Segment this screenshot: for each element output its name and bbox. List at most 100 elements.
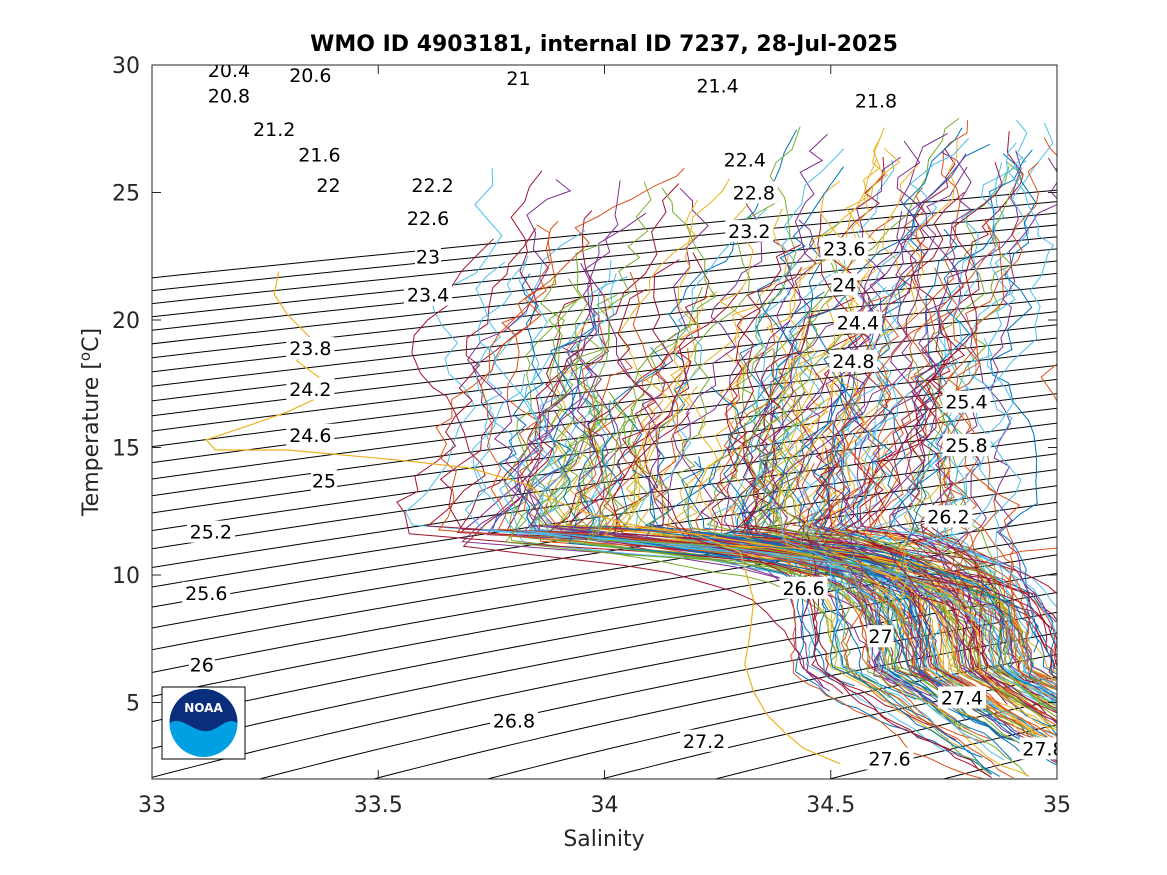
density-contour [259,611,1057,779]
contour-label: 27.8 [1022,738,1064,760]
contour-label: 23.8 [289,338,331,360]
y-tick-label: 10 [112,564,140,589]
density-contour [152,298,1057,402]
profile-line [892,400,1057,706]
profile-line [550,310,968,721]
profile-line [800,211,917,689]
contour-label-bg [720,148,769,171]
contour-label: 26 [190,654,214,676]
density-contour [373,632,1057,779]
density-contour [152,248,1057,345]
profile-line [920,325,1057,714]
contour-label-bg [182,581,231,604]
contour-label: 22.8 [733,183,775,205]
contour-label: 23.2 [728,221,770,243]
contour-label-bg [286,65,335,87]
profile-line [907,312,1057,692]
contour-label: 25.4 [945,392,987,414]
profile-line [632,342,1057,691]
contour-label-bg [295,143,344,166]
contour-label: 27.6 [868,749,910,771]
highlight-line [205,271,841,765]
contour-label-bg [505,66,532,89]
noaa-logo: NOAA [161,686,246,760]
profile-line [844,161,1003,662]
contour-label-bg [729,181,778,204]
contour-label-bg [1019,737,1057,760]
profile-line [568,181,1011,636]
profile-line [743,191,1057,595]
contour-label-bg [404,207,453,229]
profile-line [607,385,1057,746]
y-tick-label: 5 [126,692,140,717]
contour-label: 24.4 [837,313,879,335]
contour-label-bg [250,117,299,140]
density-contour [152,468,1057,608]
contour-label: 27.4 [941,687,983,709]
contour-label: 20.6 [289,65,331,87]
profile-line [589,461,1057,704]
contour-label: 22.2 [411,175,453,197]
profile-line [867,142,1057,647]
contour-label: 24.2 [289,379,331,401]
profile-line [676,180,903,660]
contour-label-bg [315,173,342,196]
profile-line [912,166,1010,656]
density-contour [152,189,1057,279]
profile-line [634,411,992,779]
profile-line [804,138,970,636]
profile-line [584,180,977,675]
density-contour [152,201,1057,292]
y-tick-label: 15 [112,437,140,462]
profile-line [743,220,871,683]
profile-line [818,156,993,652]
density-contour [152,337,1057,448]
density-contour [152,260,1057,359]
contour-label-bg [204,84,253,107]
contour-label: 20.4 [208,60,250,82]
contour-label: 24 [832,274,856,296]
x-tick-label: 33.5 [354,793,403,818]
density-contour [152,501,1057,651]
profile-line [840,470,1014,779]
contour-label-bg [852,89,900,112]
contour-label: 20.8 [208,86,250,108]
density-contour [152,351,1057,464]
contour-label: 25.2 [190,522,232,544]
profile-series [396,117,1057,779]
contour-label-bg [779,576,828,599]
profile-line [694,422,1057,699]
contour-label-bg [693,74,742,97]
y-axis-label: Temperature [oC] [76,328,104,517]
profile-line [780,400,1057,691]
profile-line [509,438,992,776]
contour-label-bg [725,219,774,242]
contour-label: 23.6 [823,239,865,261]
density-contour [152,554,1057,723]
profile-line [763,159,1018,658]
profile-line [466,179,999,687]
contour-label-bg [924,505,973,528]
contour-label: 21.2 [253,119,295,141]
profile-line [805,366,955,755]
profile-line [566,348,1057,683]
profile-line [742,391,1057,757]
logo-text: NOAA [184,701,223,715]
profile-line [641,187,999,692]
profile-line [834,276,935,724]
density-contour [152,324,1057,432]
contour-label-bg [831,273,858,296]
y-tick-label: 30 [112,54,140,79]
profile-line [846,376,1057,691]
contour-label-bg [188,653,215,676]
profile-line [793,162,920,660]
profile-line [920,422,1057,725]
contour-label: 22.6 [407,208,449,230]
profile-line [404,167,944,664]
profile-line [669,184,888,664]
contour-label-bg [310,469,337,492]
profile-line [772,138,958,628]
profile-line [950,219,1017,709]
contour-label: 26.2 [927,506,969,528]
contour-label-bg [404,283,453,306]
